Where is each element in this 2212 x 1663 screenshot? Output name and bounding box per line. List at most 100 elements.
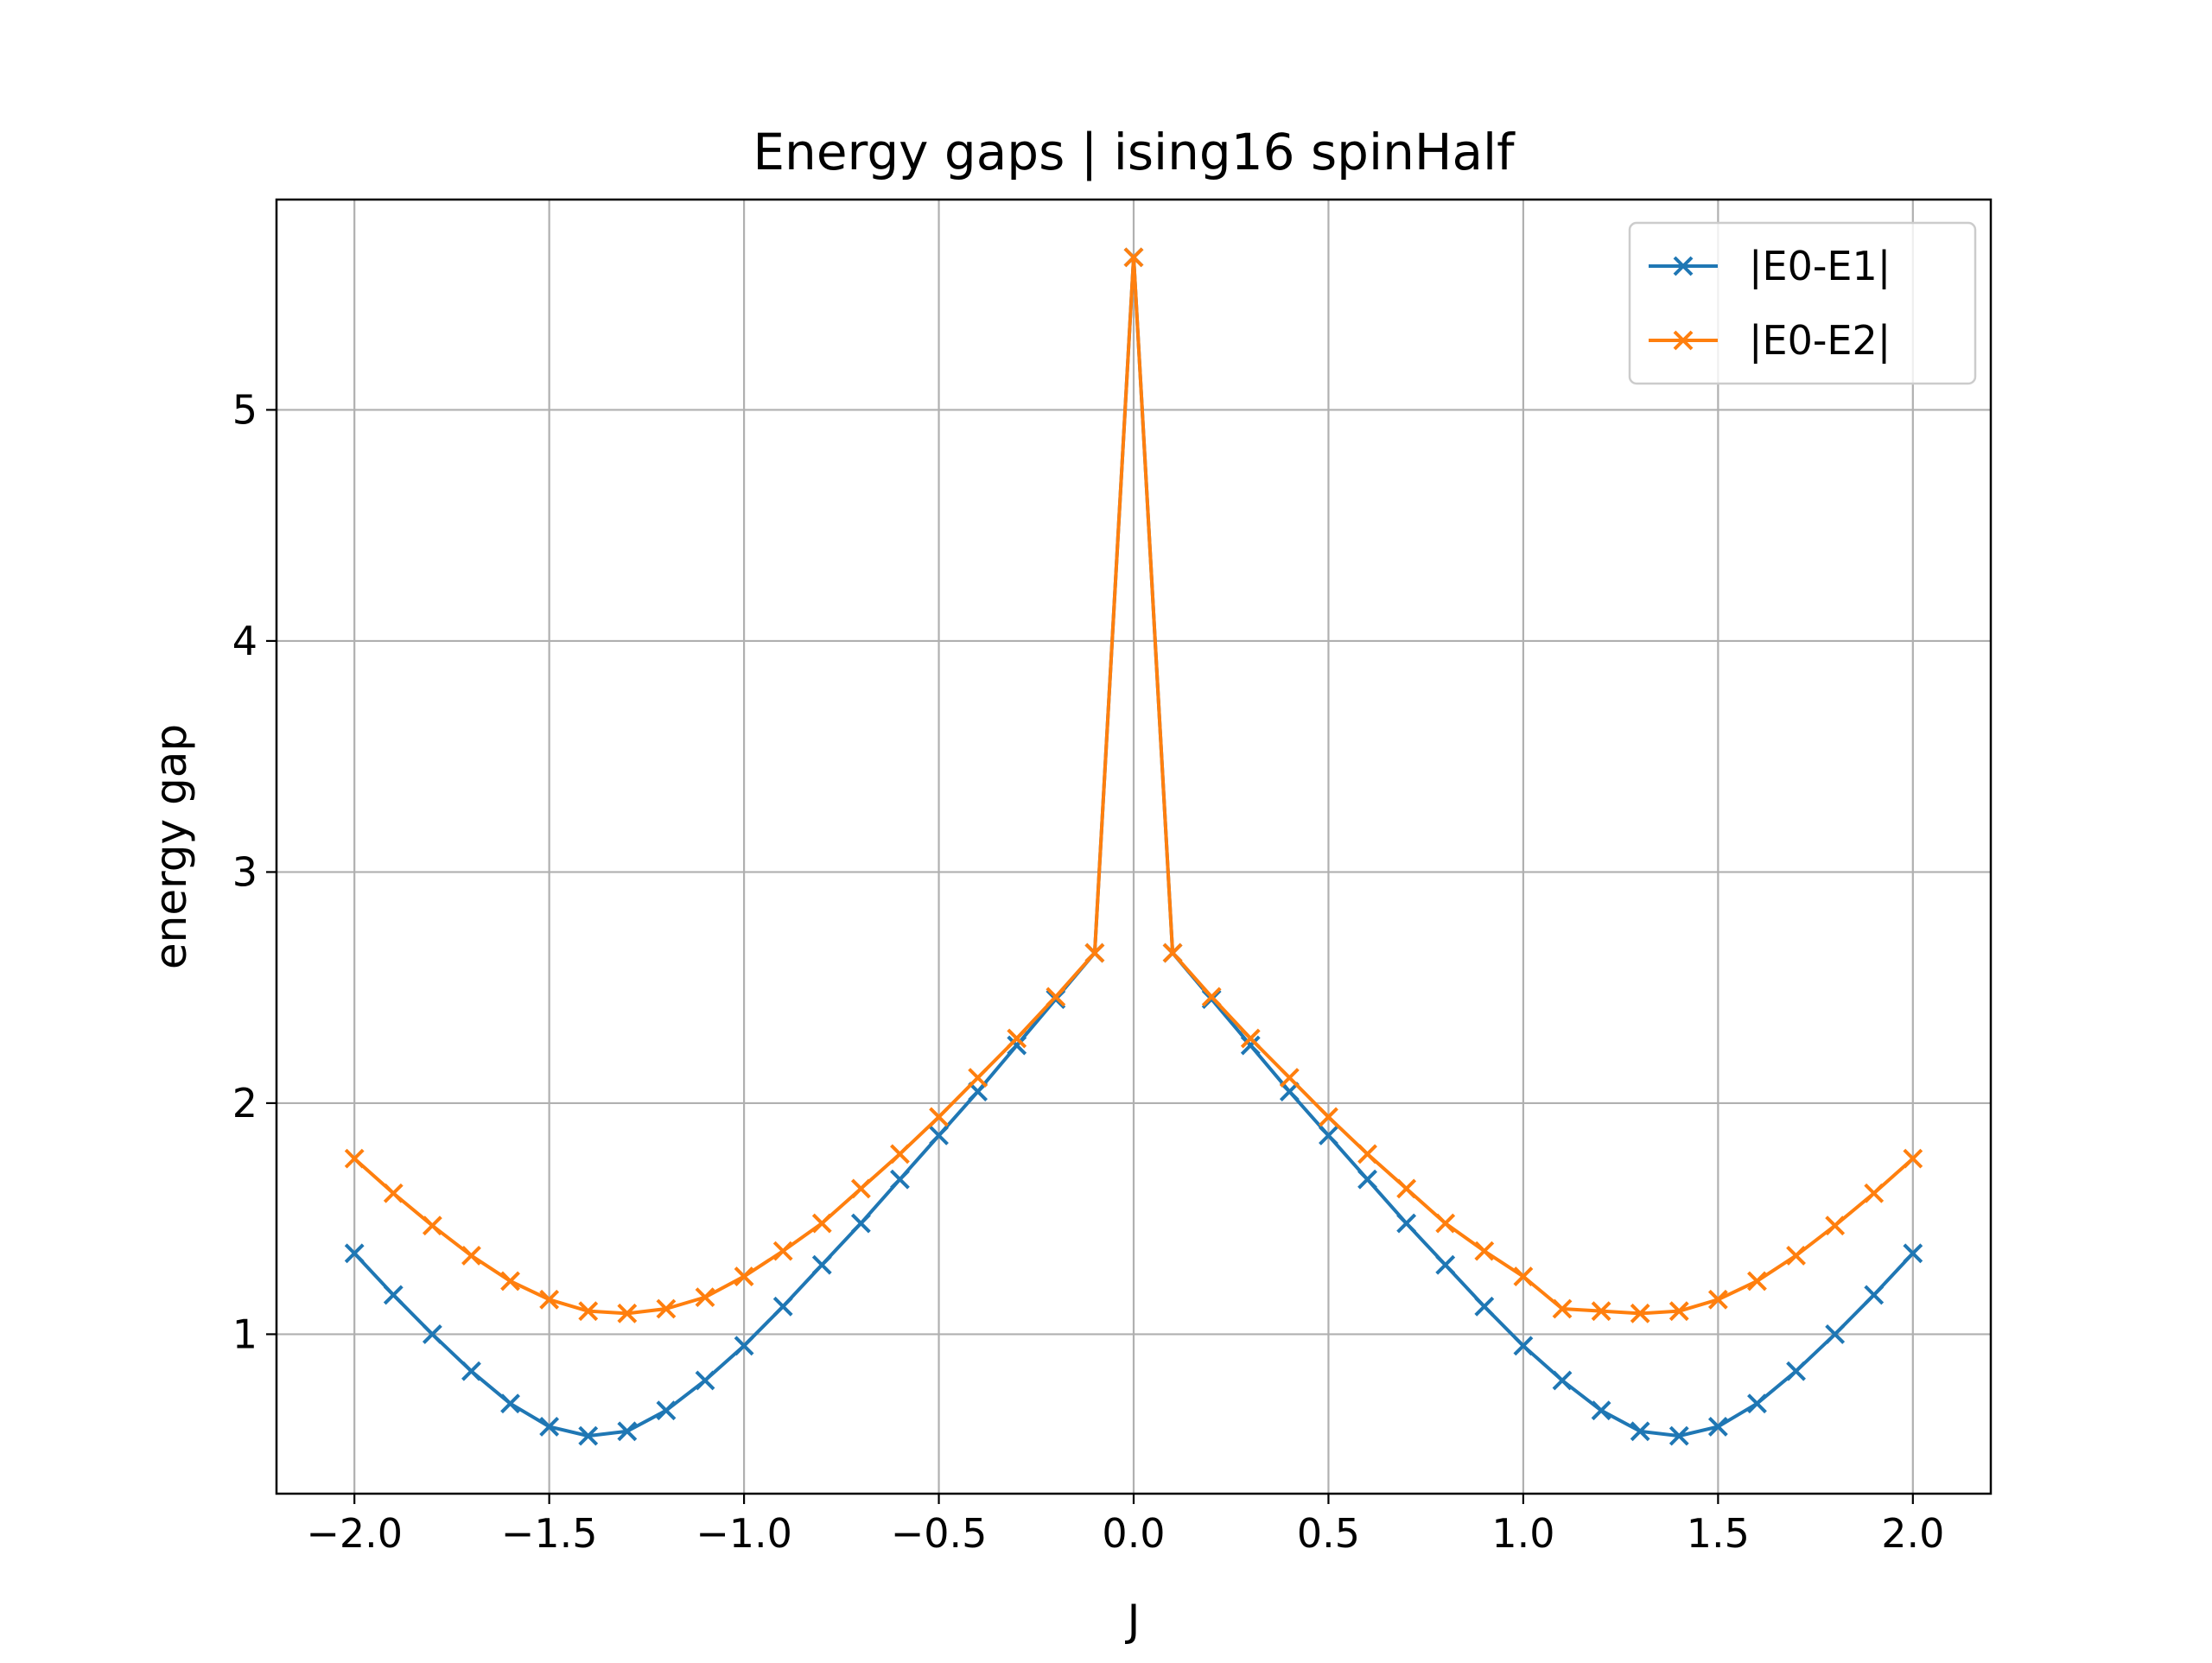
data-point-marker [1591,1400,1611,1421]
axis-ticks: −2.0 −1.5 −1.0 −0.5 0.0 0.5 1.0 1.5 2.0 1 2 3 4 5 [232,386,1945,1557]
series-2 [344,247,1923,1323]
data-point-marker [500,1393,520,1414]
data-point-marker [1357,1144,1377,1165]
data-point-marker [695,1370,715,1391]
data-point-marker [1240,1028,1261,1049]
chart-title: Energy gaps | ising16 spinHalf [753,123,1516,181]
data-point-marker [1786,1246,1806,1266]
data-point-marker [890,1144,910,1165]
legend-label: |E0-E1| [1749,243,1891,290]
data-point-marker [772,1241,793,1261]
data-point-marker [1669,1425,1689,1446]
data-point-marker [1903,1243,1923,1264]
data-point-marker [1435,1254,1456,1275]
data-point-marker [1591,1301,1611,1322]
data-point-marker [772,1296,793,1317]
data-point-marker [539,1417,560,1437]
data-point-marker [1084,943,1105,963]
data-point-marker [890,1169,910,1190]
data-point-marker [422,1216,442,1236]
legend-label: |E0-E2| [1749,317,1891,365]
data-point-marker [1435,1213,1456,1234]
data-point-marker [500,1271,520,1292]
x-tick-label: 1.5 [1687,1510,1750,1557]
x-tick-label: −2.0 [306,1510,403,1557]
data-point-marker [811,1213,832,1234]
data-point-marker [1396,1213,1417,1234]
x-tick-label: −1.0 [696,1510,792,1557]
data-point-marker [1707,1289,1728,1310]
x-tick-label: 0.5 [1297,1510,1360,1557]
data-point-marker [1707,1417,1728,1437]
legend-item: |E0-E1| [1649,243,1891,290]
data-point-marker [1669,1301,1689,1322]
x-tick-label: 2.0 [1881,1510,1944,1557]
data-point-marker [1319,1107,1338,1127]
x-tick-label: −1.5 [501,1510,598,1557]
y-tick-label: 4 [232,618,257,664]
data-point-marker [1630,1421,1650,1442]
series-layer [344,247,1923,1446]
data-point-marker [1007,1035,1027,1056]
data-point-marker [695,1287,715,1308]
legend-box [1628,221,1977,385]
data-point-marker [1474,1241,1495,1261]
data-point-marker [1552,1298,1573,1319]
x-tick-label: 0.0 [1102,1510,1165,1557]
data-point-marker [383,1183,404,1203]
data-point-marker [656,1298,677,1319]
data-point-marker [929,1107,949,1127]
data-point-marker [1864,1285,1885,1305]
data-point-marker [461,1246,481,1266]
data-point-marker [1786,1361,1806,1381]
data-point-marker [1513,1266,1534,1286]
data-point-marker [1162,943,1183,963]
data-point-marker [461,1361,481,1381]
data-point-marker [929,1125,949,1146]
data-point-marker [1513,1336,1534,1356]
legend-marker [1673,330,1694,351]
data-point-marker [1240,1035,1261,1056]
data-point-marker [1474,1296,1495,1317]
data-point-marker [656,1400,677,1421]
y-tick-label: 2 [232,1080,257,1127]
data-point-marker [383,1285,404,1305]
data-point-marker [734,1266,754,1286]
data-point-marker [1630,1303,1650,1323]
y-axis-label: energy gap [146,724,196,969]
y-tick-label: 5 [232,386,257,433]
data-point-marker [617,1421,638,1442]
data-point-marker [578,1301,599,1322]
data-point-marker [1552,1370,1573,1391]
x-tick-label: 1.0 [1491,1510,1554,1557]
data-point-marker [1279,1068,1300,1088]
data-point-marker [968,1068,988,1088]
data-point-marker [1123,247,1144,268]
x-tick-label: −0.5 [891,1510,988,1557]
data-point-marker [1825,1324,1846,1344]
data-point-marker [850,1213,871,1234]
y-tick-label: 3 [232,848,257,895]
legend-marker [1673,256,1694,276]
data-point-marker [1046,987,1066,1007]
data-point-marker [734,1336,754,1356]
legend: |E0-E1| |E0-E2| [1628,221,1977,385]
data-point-marker [1903,1148,1923,1169]
data-point-marker [1357,1169,1377,1190]
data-point-marker [422,1324,442,1344]
y-tick-label: 1 [232,1311,257,1357]
data-point-marker [344,1148,365,1169]
data-point-marker [1201,987,1222,1007]
data-point-marker [1864,1183,1885,1203]
data-point-marker [578,1425,599,1446]
data-point-marker [344,1243,365,1264]
data-point-marker [1825,1216,1846,1236]
legend-item: |E0-E2| [1649,317,1891,365]
data-point-marker [1747,1393,1767,1414]
data-point-marker [617,1303,638,1323]
data-point-marker [1747,1271,1767,1292]
data-point-marker [1007,1028,1027,1049]
data-point-marker [539,1289,560,1310]
